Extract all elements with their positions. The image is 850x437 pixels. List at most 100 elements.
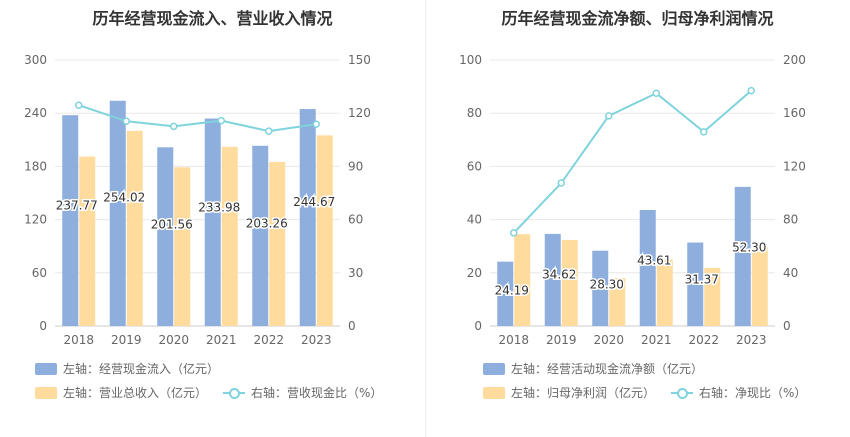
y-right-tick-label: 120: [348, 106, 371, 120]
bar-data-label: 28.30: [590, 277, 624, 291]
bar-primary: [687, 242, 704, 326]
ratio-point: [265, 127, 273, 135]
bar-secondary: [174, 167, 191, 326]
x-tick-label: 2022: [688, 333, 719, 347]
x-tick-label: 2018: [63, 333, 94, 347]
ratio-point: [217, 116, 225, 125]
y-left-tick-label: 180: [24, 159, 47, 173]
bar-primary: [157, 147, 174, 326]
chart-panel-net-cash: 历年经营现金流净额、归母净利润情况 0 0 20 40 40 80 60 120 80 160 10…: [425, 0, 850, 437]
ratio-point: [557, 179, 565, 187]
chart-title: 历年经营现金流入、营业收入情况: [92, 9, 333, 28]
ratio-line: [513, 89, 752, 234]
bar-secondary: [704, 268, 721, 326]
legend-row-2: 左轴：归母净利润（亿元） 右轴：净现比（%）: [483, 384, 822, 401]
bar-secondary: [221, 146, 238, 326]
chart-title: 历年经营现金流净额、归母净利润情况: [501, 9, 774, 28]
y-right-tick-label: 200: [783, 53, 806, 67]
x-tick-label: 2019: [546, 333, 577, 347]
legend-label: 右轴：净现比（%）: [699, 386, 807, 400]
bar-primary: [734, 186, 751, 326]
y-right-tick-label: 80: [783, 213, 798, 227]
legend-swatch-line: [671, 387, 694, 399]
bar-secondary: [316, 135, 333, 326]
bar-data-label: 34.62: [542, 268, 576, 282]
legend-label: 左轴：经营现金流入（亿元）: [63, 362, 220, 376]
y-right-tick-label: 90: [348, 159, 363, 173]
bar-secondary: [656, 259, 673, 326]
bar-primary: [592, 250, 609, 326]
legend-swatch-bar-secondary: [35, 386, 57, 399]
legend-label: 左轴：营业总收入（亿元）: [63, 386, 208, 400]
ratio-point: [605, 112, 613, 120]
legend-item-revenue[interactable]: 左轴：营业总收入（亿元）: [35, 384, 207, 401]
legend-row-2: 左轴：营业总收入（亿元） 右轴：营收现金比（%）: [35, 384, 398, 401]
ratio-point: [75, 101, 83, 109]
y-right-tick-label: 0: [348, 319, 356, 333]
x-tick-label: 2020: [593, 333, 624, 347]
bar-data-label: 201.56: [151, 217, 193, 231]
legend-swatch-bar-primary: [35, 362, 57, 375]
y-left-tick-label: 100: [459, 53, 482, 67]
chart-panel-cash-inflow: 历年经营现金流入、营业收入情况 0 0 60 30 120 60 180 90 240 120 30…: [24, 9, 398, 401]
y-right-tick-label: 150: [348, 53, 371, 67]
x-tick-label: 2018: [498, 333, 529, 347]
bar-primary: [204, 118, 221, 326]
bar-primary: [62, 115, 79, 326]
bar-data-label: 237.77: [56, 199, 98, 213]
y-right-tick-label: 120: [783, 159, 806, 173]
x-tick-label: 2021: [206, 333, 237, 347]
y-left-tick-label: 40: [467, 213, 482, 227]
legend-label: 右轴：营收现金比（%）: [251, 386, 383, 400]
legend-item-cash-ratio[interactable]: 右轴：营收现金比（%）: [223, 384, 382, 401]
x-tick-label: 2021: [641, 333, 672, 347]
legend-swatch-bar-secondary: [483, 386, 505, 399]
x-tick-label: 2019: [111, 333, 142, 347]
ratio-point: [652, 89, 660, 97]
bar-secondary: [269, 161, 286, 326]
x-tick-label: 2022: [253, 333, 284, 347]
bar-secondary: [609, 278, 626, 326]
chart-net-cash-profit: 0 0 20 40 40 80 60 120 80 160 100 200 2018 2019 2020 20…: [459, 53, 806, 347]
legend-item-cash-inflow[interactable]: 左轴：经营现金流入（亿元）: [35, 360, 219, 377]
legend-item-net-cash-ratio[interactable]: 右轴：净现比（%）: [671, 384, 806, 401]
y-left-tick-label: 120: [24, 213, 47, 227]
y-left-tick-label: 60: [32, 266, 47, 280]
ratio-point: [510, 229, 518, 237]
panel-divider: [425, 0, 426, 437]
chart-cash-inflow-revenue: 0 0 60 30 120 60 180 90 240 120 300 150 2018 2019 2020…: [24, 53, 371, 347]
bar-secondary: [79, 156, 96, 326]
bar-primary: [299, 109, 316, 326]
y-right-tick-label: 0: [783, 319, 791, 333]
bar-primary: [544, 233, 561, 326]
bar-primary: [639, 209, 656, 326]
legend-item-net-profit[interactable]: 左轴：归母净利润（亿元）: [483, 384, 655, 401]
x-tick-label: 2023: [301, 333, 332, 347]
y-left-tick-label: 60: [467, 159, 482, 173]
bar-data-label: 43.61: [637, 254, 671, 268]
legend-label: 左轴：归母净利润（亿元）: [511, 386, 656, 400]
y-left-tick-label: 300: [24, 53, 47, 67]
legend-row-1: 左轴：经营活动现金流净额（亿元）: [483, 360, 719, 377]
legend-item-net-cash[interactable]: 左轴：经营活动现金流净额（亿元）: [483, 360, 703, 377]
bar-secondary: [751, 246, 768, 326]
bar-data-label: 254.02: [103, 190, 145, 204]
bar-data-label: 233.98: [198, 201, 240, 215]
bar-data-label: 24.19: [495, 284, 529, 298]
ratio-point: [747, 86, 755, 95]
y-right-tick-label: 160: [783, 106, 806, 120]
bar-data-label: 31.37: [685, 273, 719, 287]
y-right-tick-label: 30: [348, 266, 363, 280]
bar-data-label: 52.30: [732, 240, 766, 254]
legend-swatch-bar-primary: [483, 362, 505, 375]
y-right-tick-label: 40: [783, 266, 798, 280]
bar-primary: [497, 261, 514, 326]
legend-swatch-line: [223, 387, 246, 399]
bar-data-label: 244.67: [293, 195, 335, 209]
y-left-tick-label: 240: [24, 106, 47, 120]
y-left-tick-label: 20: [467, 266, 482, 280]
legend-row-1: 左轴：经营现金流入（亿元）: [35, 360, 235, 377]
ratio-point: [170, 122, 178, 131]
bar-secondary: [514, 234, 531, 326]
y-left-tick-label: 0: [39, 319, 47, 333]
